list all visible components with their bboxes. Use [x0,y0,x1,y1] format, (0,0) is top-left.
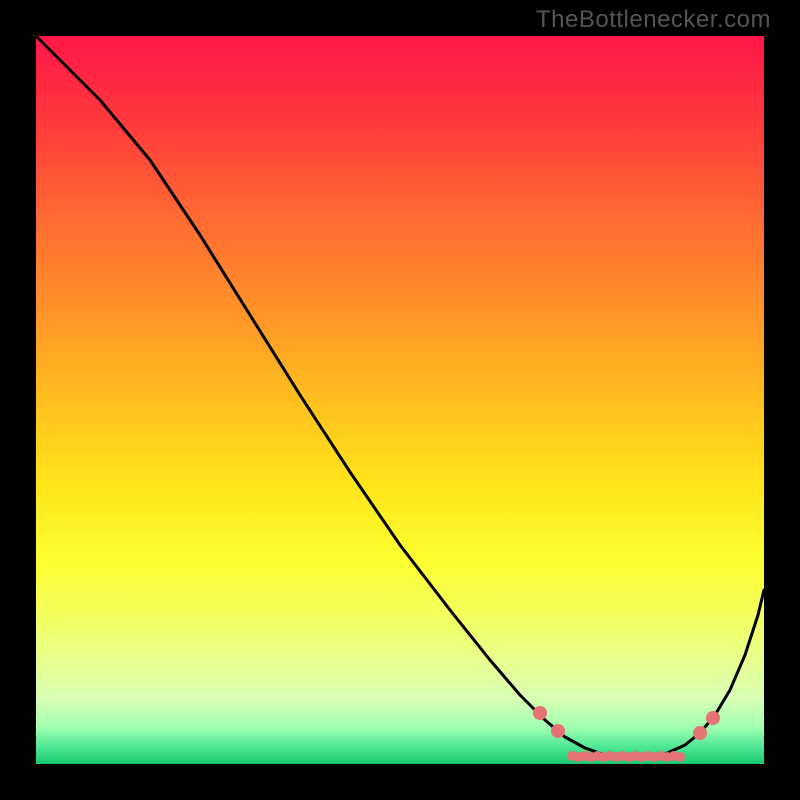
data-point [533,706,547,720]
data-point [693,726,707,740]
chart-border [0,764,800,800]
chart-border [764,0,800,800]
chart-frame: TheBottlenecker.com [0,0,800,800]
chart-border [0,0,36,800]
data-point [675,752,685,762]
watermark-text: TheBottlenecker.com [536,6,771,34]
gradient-background [36,36,764,764]
data-point [706,711,720,725]
data-point [551,724,565,738]
bottleneck-chart [0,0,800,800]
